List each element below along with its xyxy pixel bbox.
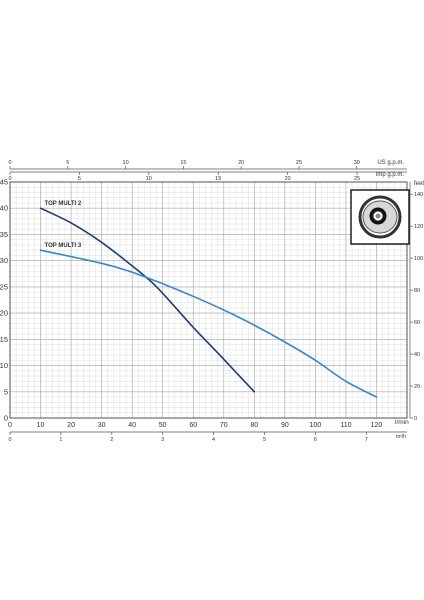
feet-tick-label: 0	[414, 416, 417, 422]
y-tick-label: 45	[0, 178, 8, 187]
major-grid	[9, 181, 408, 419]
series-label-top-multi-2: TOP MULTI 2	[45, 201, 82, 207]
y-tick-label: 25	[0, 282, 8, 291]
head-m-axis: 0 5 10 15 20 25 30 35 40 45	[0, 178, 8, 423]
x-tick-label: 100	[310, 422, 322, 429]
flow-lmin-axis: 0 10 20 30 40 50 60 70 80 90 100 110 120	[8, 422, 382, 429]
pump-impeller-icon	[350, 189, 410, 245]
us-tick-label: 15	[180, 160, 186, 166]
us-tick-label: 0	[8, 160, 11, 166]
x-tick-label: 60	[189, 422, 197, 429]
imp-tick-label: 0	[8, 176, 11, 182]
us-tick-label: 5	[66, 160, 69, 166]
m3h-axis: 0 1 2 3 4 5 6 7	[8, 431, 407, 443]
x-tick-label: 120	[371, 422, 383, 429]
x-tick-label: 80	[250, 422, 258, 429]
imp-tick-label: 5	[78, 176, 81, 182]
imp-tick-label: 15	[215, 176, 221, 182]
m3h-tick-label: 5	[263, 437, 266, 443]
y-tick-label: 30	[0, 256, 8, 265]
feet-tick-label: 20	[414, 384, 420, 390]
feet-tick-label: 120	[414, 224, 423, 230]
m3h-label: m³/h	[396, 434, 406, 440]
y-tick-label: 10	[0, 361, 8, 370]
imp-gpm-label: Imp g.p.m.	[376, 172, 405, 178]
us-tick-label: 20	[238, 160, 244, 166]
series-layer: TOP MULTI 2 TOP MULTI 3	[39, 201, 378, 398]
x-tick-label: 50	[159, 422, 167, 429]
x-tick-label: 10	[37, 422, 45, 429]
y-tick-label: 40	[0, 204, 8, 213]
us-gpm-label: US g.p.m.	[377, 160, 404, 166]
us-tick-label: 30	[354, 160, 360, 166]
feet-tick-label: 100	[414, 256, 423, 262]
m3h-tick-label: 2	[110, 437, 113, 443]
x-unit-label: l/min	[395, 419, 409, 426]
m3h-tick-label: 0	[8, 437, 11, 443]
imp-tick-label: 25	[354, 176, 360, 182]
x-tick-label: 90	[281, 422, 289, 429]
y-tick-label: 5	[4, 387, 8, 396]
us-gpm-axis: 0 5 10 15 20 25 30	[8, 160, 407, 170]
m3h-tick-label: 6	[314, 437, 317, 443]
us-tick-label: 25	[296, 160, 302, 166]
y-tick-label: 20	[0, 309, 8, 318]
y-tick-label: 35	[0, 230, 8, 239]
y-tick-label: 0	[4, 414, 8, 423]
feet-tick-label: 40	[414, 352, 420, 358]
series-line-top-multi-3	[39, 249, 378, 398]
m3h-tick-label: 7	[365, 437, 368, 443]
imp-tick-label: 20	[285, 176, 291, 182]
x-tick-label: 40	[128, 422, 136, 429]
feet-tick-label: 140	[414, 192, 423, 198]
m3h-tick-label: 4	[212, 437, 215, 443]
feet-label: feet	[414, 181, 424, 187]
imp-tick-label: 10	[146, 176, 152, 182]
plot-frame	[9, 181, 408, 419]
feet-axis: 0 20 40 60 80 100 120 140	[409, 182, 423, 422]
feet-tick-label: 80	[414, 288, 420, 294]
series-label-top-multi-3: TOP MULTI 3	[45, 243, 82, 249]
y-tick-label: 15	[0, 335, 8, 344]
x-tick-label: 20	[67, 422, 75, 429]
feet-tick-label: 60	[414, 320, 420, 326]
us-tick-label: 10	[123, 160, 129, 166]
m3h-tick-label: 3	[161, 437, 164, 443]
x-tick-label: 0	[8, 422, 12, 429]
m3h-tick-label: 1	[59, 437, 62, 443]
imp-gpm-axis: 0 5 10 15 20 25	[8, 171, 407, 182]
x-tick-label: 30	[98, 422, 106, 429]
series-line-top-multi-2	[39, 207, 256, 393]
x-tick-label: 110	[340, 422, 351, 429]
x-tick-label: 70	[220, 422, 228, 429]
